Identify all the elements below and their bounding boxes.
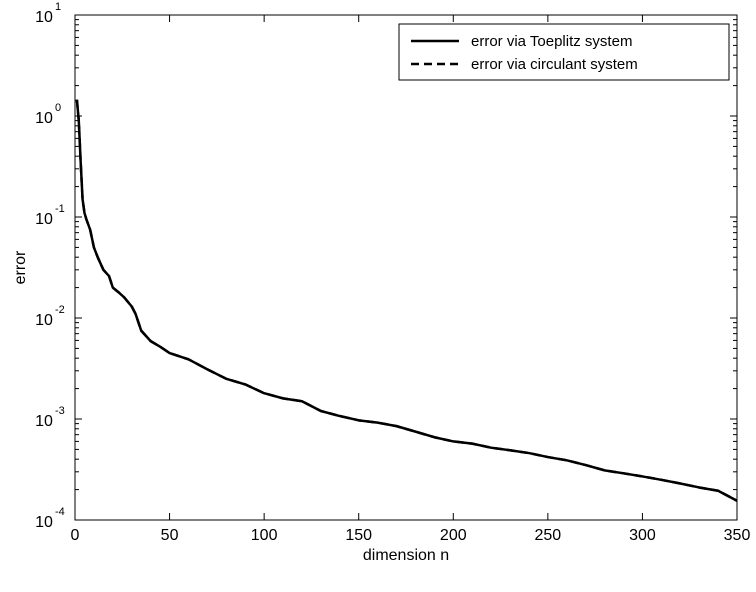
y-tick-base: 10 [35,110,53,127]
series-line-0 [75,99,738,502]
y-tick-exponent: 1 [55,1,61,13]
y-tick-base: 10 [35,211,53,228]
y-tick-base: 10 [35,413,53,430]
x-axis-label: dimension n [363,547,449,564]
y-tick-exponent: 0 [55,102,61,114]
plot-frame [74,14,738,521]
series-lines [75,99,738,502]
y-tick-label: 10-4 [35,506,65,531]
y-tick-exponent: -4 [55,506,65,518]
axis-ticks: 0 50 100 150 200 250 300 35010-410-310-210-1100… [35,1,750,544]
y-tick-label: 10-3 [35,405,65,430]
legend: error via Toeplitz system error via circ… [398,23,730,81]
x-tick-label: 300 [629,527,656,544]
x-tick-label: 100 [251,527,278,544]
series-line-1 [75,99,738,502]
y-tick-exponent: -3 [55,405,65,417]
y-tick-base: 10 [35,9,53,26]
x-tick-label: 150 [345,527,372,544]
y-axis-label: error [12,250,29,284]
y-tick-label: 10-2 [35,304,65,329]
y-tick-base: 10 [35,514,53,531]
legend-label-circulant: error via circulant system [471,56,638,73]
x-tick-label: 0 [71,527,80,544]
x-tick-label: 200 [440,527,467,544]
legend-label-toeplitz: error via Toeplitz system [471,33,632,50]
x-tick-label: 250 [535,527,562,544]
y-tick-exponent: -2 [55,304,65,316]
x-tick-label: 50 [161,527,179,544]
legend-box [398,23,730,81]
y-tick-exponent: -1 [55,203,65,215]
y-tick-label: 10-1 [35,203,65,228]
y-tick-base: 10 [35,312,53,329]
y-tick-label: 101 [35,1,61,26]
y-tick-label: 100 [35,102,61,127]
x-tick-label: 350 [724,527,751,544]
